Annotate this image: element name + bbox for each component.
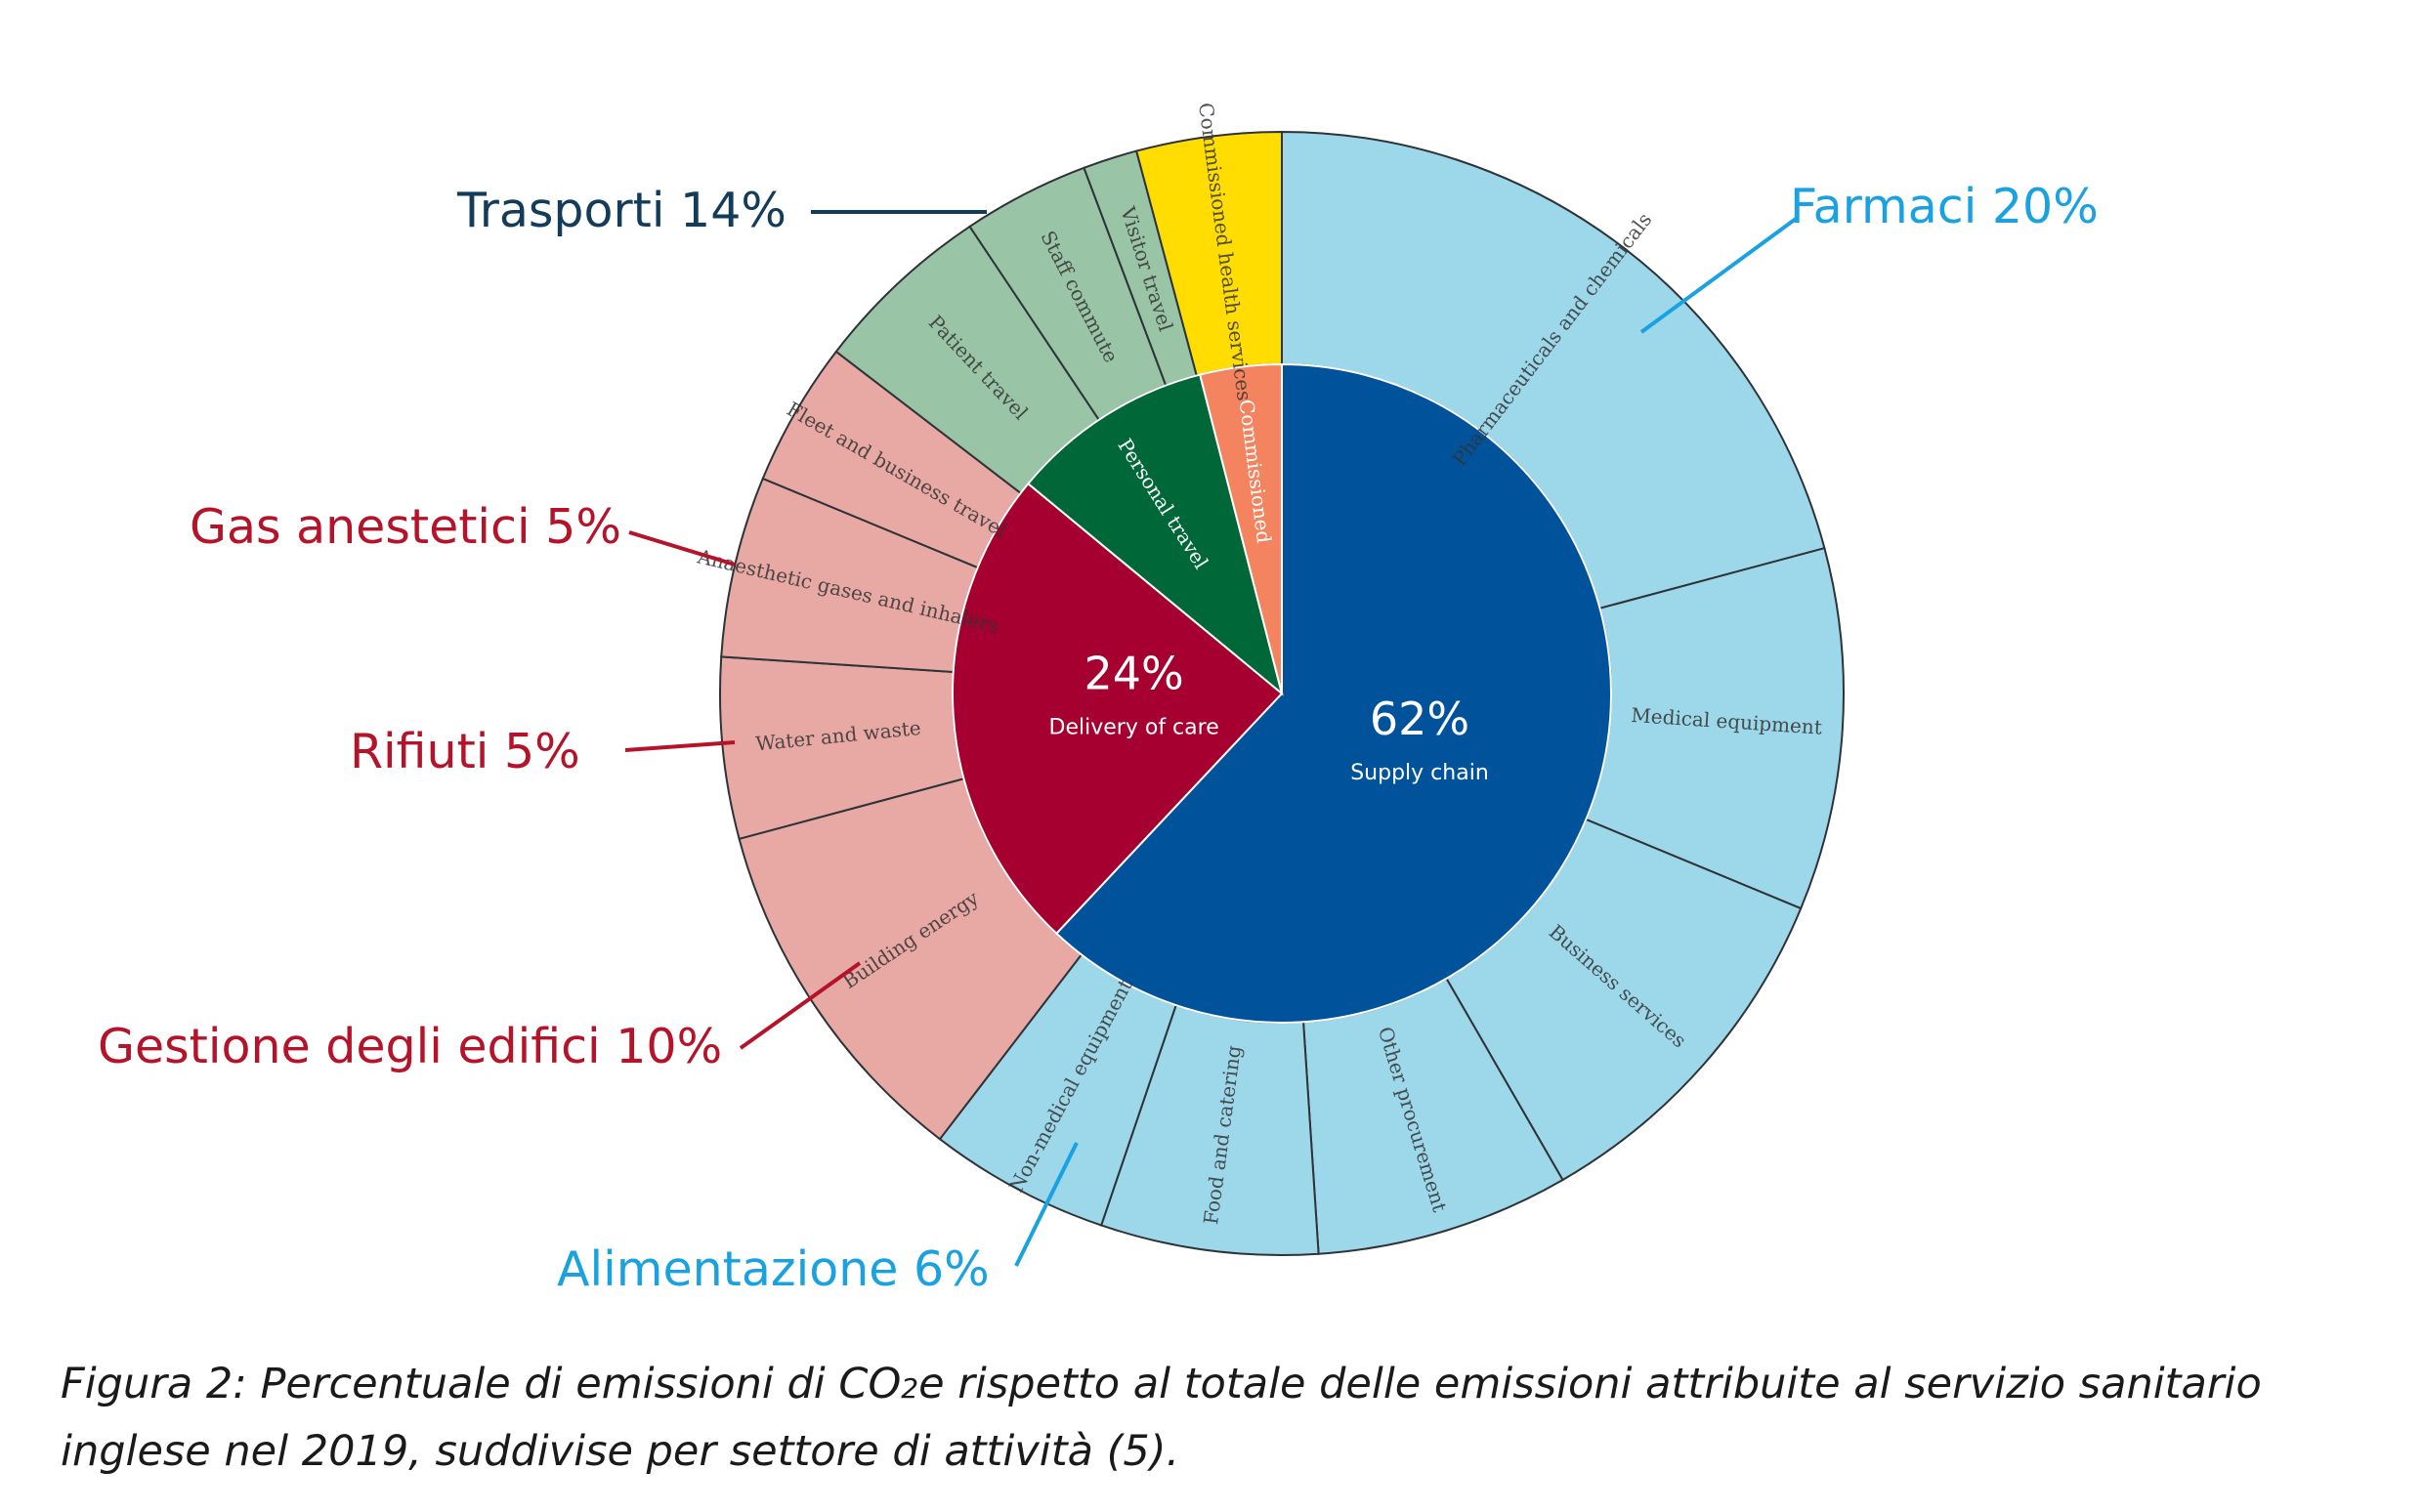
inner-slice-delivery-of-care bbox=[952, 482, 1284, 936]
caption-subscript: 2 bbox=[901, 1372, 919, 1405]
callout-line-gas-anestetici-5 bbox=[628, 530, 736, 567]
callout-gestione-degli-edifici-10: Gestione degli edifici 10% bbox=[98, 1019, 722, 1074]
callout-line-alimentazione-6 bbox=[1014, 1142, 1079, 1267]
callout-labels: Trasporti 14% Farmaci 20% Gas anestetici 5… bbox=[98, 179, 2099, 1297]
figure-caption: Figura 2: Percentuale di emissioni di CO… bbox=[61, 1353, 2366, 1483]
inner-slice-commissioned bbox=[1198, 362, 1283, 694]
callout-line-rifiuti-5 bbox=[624, 740, 736, 752]
callout-farmaci-20: Farmaci 20% bbox=[1790, 179, 2099, 234]
callout-trasporti-14: Trasporti 14% bbox=[456, 183, 786, 238]
callout-lines bbox=[624, 210, 1798, 1267]
caption-text-2: e rispetto al totale delle emissioni att… bbox=[61, 1360, 2262, 1476]
callout-line-gestione-degli-edifici-10 bbox=[739, 961, 862, 1050]
inner-ring bbox=[952, 362, 1612, 1024]
inner-name-delivery-of-care: Delivery of care bbox=[1049, 716, 1219, 740]
callout-rifiuti-5: Rifiuti 5% bbox=[350, 724, 580, 779]
callout-gas-anestetici-5: Gas anestetici 5% bbox=[190, 499, 621, 555]
inner-slice-supply-chain bbox=[1054, 362, 1612, 1024]
callout-alimentazione-6: Alimentazione 6% bbox=[557, 1241, 990, 1297]
inner-value-delivery-of-care: 24% bbox=[1084, 648, 1184, 700]
inner-value-supply-chain: 62% bbox=[1370, 693, 1469, 745]
inner-name-supply-chain: Supply chain bbox=[1350, 761, 1489, 785]
caption-text-1: Figura 2: Percentuale di emissioni di CO bbox=[61, 1360, 902, 1408]
inner-slice-personal-travel bbox=[1026, 373, 1284, 696]
callout-line-farmaci-20 bbox=[1639, 217, 1798, 334]
outer-ring bbox=[719, 130, 1845, 1257]
